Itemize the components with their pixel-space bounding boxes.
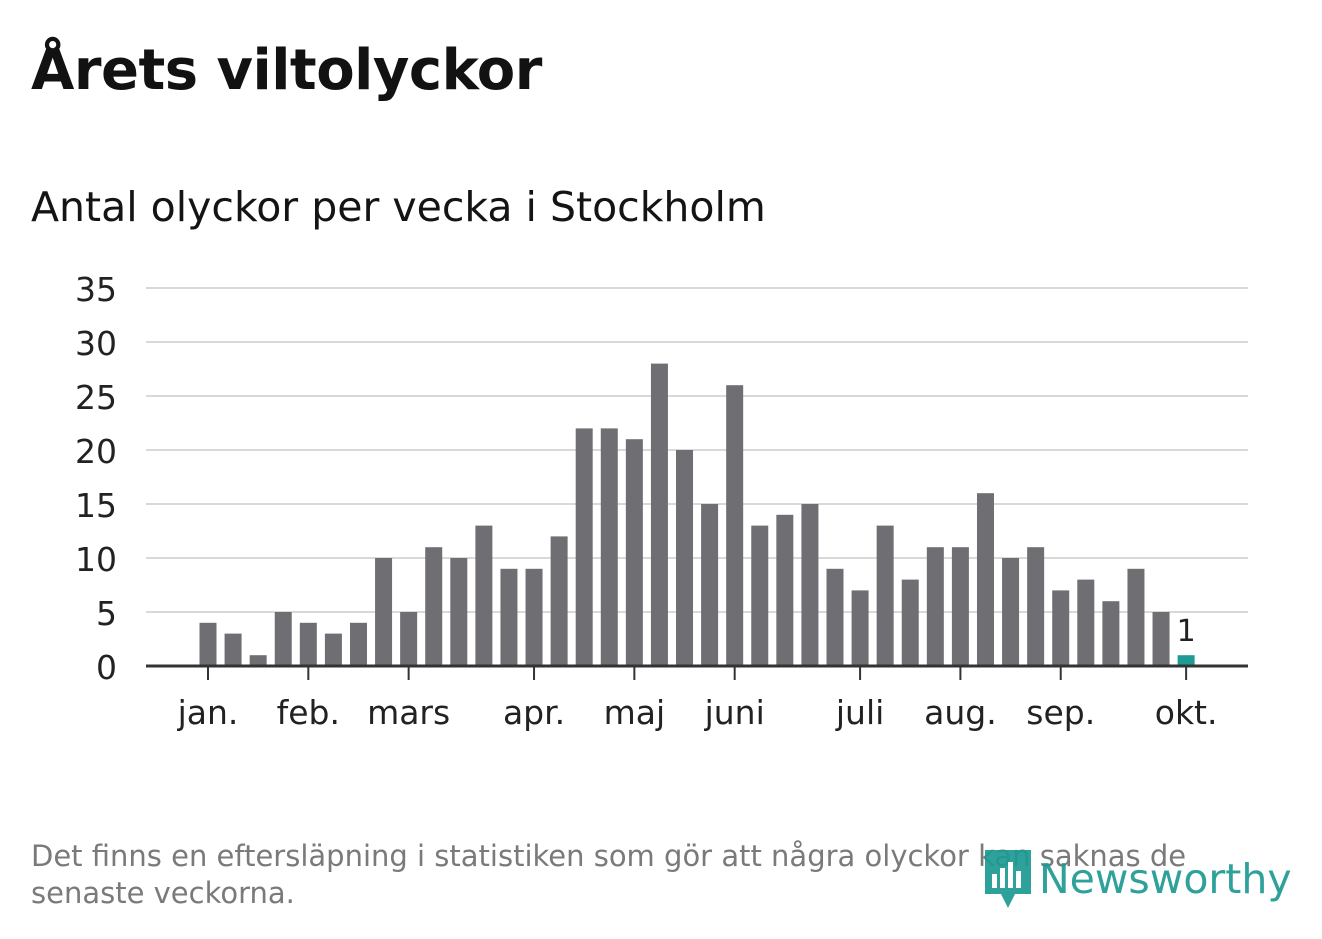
- x-tick-label: maj: [604, 693, 666, 732]
- x-tick-label: jan.: [177, 693, 239, 732]
- bar: [676, 450, 694, 666]
- bar: [550, 536, 568, 666]
- bar: [1077, 579, 1095, 666]
- bar: [625, 439, 643, 666]
- gridlines: [146, 287, 1248, 613]
- bar-chart-logo-icon: [985, 850, 1031, 908]
- bar: [701, 504, 719, 666]
- bar: [450, 558, 468, 666]
- y-tick-label: 25: [75, 378, 117, 417]
- bar: [976, 493, 994, 666]
- bar: [1127, 568, 1145, 666]
- bar: [1027, 547, 1045, 666]
- bar: [274, 612, 292, 666]
- bar: [801, 504, 819, 666]
- bar: [475, 525, 493, 666]
- bar: [575, 428, 593, 666]
- x-tick-label: feb.: [277, 693, 340, 732]
- bar: [1102, 601, 1120, 666]
- bar-latest-week: [1177, 655, 1195, 666]
- weekly-accidents-bar-chart: 0 5 10 15 20 25 30 35 jan. feb. mars apr. maj juni ju…: [75, 270, 1248, 732]
- x-tick-label: mars: [367, 693, 450, 732]
- bar: [324, 633, 342, 666]
- bar: [926, 547, 944, 666]
- bar: [776, 514, 794, 666]
- data-label: 1: [1177, 614, 1196, 649]
- bar: [851, 590, 869, 666]
- bar: [726, 385, 744, 666]
- bar: [199, 622, 217, 666]
- bar: [600, 428, 618, 666]
- bar: [525, 568, 543, 666]
- bar: [249, 655, 267, 666]
- bar: [299, 622, 317, 666]
- bars: [199, 363, 1195, 666]
- bar: [1152, 612, 1170, 666]
- bar: [375, 558, 393, 666]
- y-tick-label: 15: [75, 486, 117, 525]
- annotations: 1: [1177, 614, 1196, 649]
- y-tick-label: 10: [75, 540, 117, 579]
- x-tick-label: juni: [704, 693, 765, 732]
- bar: [876, 525, 894, 666]
- bar: [650, 363, 668, 666]
- bar: [224, 633, 242, 666]
- bar: [500, 568, 518, 666]
- x-axis-ticks: jan. feb. mars apr. maj juni juli aug. sep. okt.: [177, 666, 1218, 732]
- y-tick-label: 30: [75, 324, 117, 363]
- brand-name: Newsworthy: [1039, 855, 1292, 903]
- bar: [751, 525, 769, 666]
- bar: [901, 579, 919, 666]
- bar: [951, 547, 969, 666]
- x-tick-label: apr.: [503, 693, 565, 732]
- bar: [425, 547, 443, 666]
- x-tick-label: aug.: [924, 693, 997, 732]
- bar: [1002, 558, 1020, 666]
- x-tick-label: okt.: [1155, 693, 1218, 732]
- y-tick-label: 5: [96, 594, 117, 633]
- bar: [349, 622, 367, 666]
- x-tick-label: juli: [835, 693, 884, 732]
- y-tick-label: 0: [96, 648, 117, 687]
- chart-subtitle: Antal olyckor per vecka i Stockholm: [31, 183, 766, 231]
- bar: [826, 568, 844, 666]
- brand-logo: Newsworthy: [981, 846, 1292, 912]
- x-tick-label: sep.: [1026, 693, 1095, 732]
- chart-title: Årets viltolyckor: [31, 38, 542, 103]
- y-axis-ticks: 0 5 10 15 20 25 30 35: [75, 270, 117, 687]
- bar: [1052, 590, 1070, 666]
- bar: [400, 612, 418, 666]
- y-tick-label: 35: [75, 270, 117, 309]
- y-tick-label: 20: [75, 432, 117, 471]
